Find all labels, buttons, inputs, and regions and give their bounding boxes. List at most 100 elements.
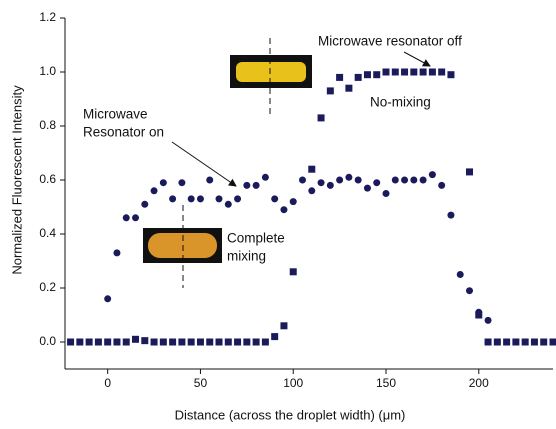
square-marker [159, 338, 167, 346]
square-marker [373, 71, 381, 79]
square-marker [76, 338, 84, 346]
circle-marker [132, 214, 140, 222]
circle-marker [382, 190, 390, 197]
square-marker [447, 71, 455, 79]
circle-marker [373, 179, 381, 187]
square-marker [94, 338, 102, 346]
x-axis-label: Distance (across the droplet width) (μm) [175, 407, 406, 422]
circle-marker [178, 179, 186, 187]
square-marker [521, 338, 529, 346]
square-marker [410, 68, 418, 76]
square-marker [475, 311, 483, 319]
annotation: No-mixing [370, 95, 431, 110]
circle-marker [345, 173, 353, 181]
circle-marker [169, 195, 177, 203]
circle-marker [447, 211, 455, 219]
circle-marker [391, 176, 399, 184]
annotation: Microwave [83, 107, 148, 122]
inset-droplet [236, 62, 306, 82]
square-marker [317, 114, 325, 122]
y-tick-label: 0.6 [39, 172, 56, 186]
circle-marker [354, 176, 362, 184]
square-marker [428, 68, 436, 76]
square-marker [289, 268, 297, 276]
circle-marker [466, 287, 474, 295]
square-marker [493, 338, 501, 346]
circle-marker [196, 195, 204, 203]
square-marker [141, 337, 149, 345]
x-tick-label: 100 [283, 376, 303, 390]
square-marker [261, 338, 269, 346]
circle-marker [299, 176, 307, 184]
annotation: Microwave resonator off [318, 34, 462, 49]
square-marker [345, 84, 353, 92]
square-marker [540, 338, 548, 346]
y-tick-label: 0.0 [39, 334, 56, 348]
circle-marker [363, 184, 371, 192]
circle-marker [187, 195, 195, 203]
square-marker [215, 338, 223, 346]
circle-marker [122, 214, 130, 222]
circle-marker [280, 206, 288, 214]
circle-marker [113, 249, 121, 257]
square-marker [252, 338, 260, 346]
circle-marker [261, 173, 269, 181]
circle-marker [206, 176, 214, 184]
circle-marker [159, 179, 167, 187]
arrow [403, 51, 431, 67]
square-marker [549, 338, 556, 346]
square-marker [178, 338, 186, 346]
square-marker [308, 165, 316, 173]
x-tick-label: 50 [194, 376, 208, 390]
arrow [171, 141, 237, 187]
y-tick-label: 0.4 [39, 226, 56, 240]
y-tick-label: 0.2 [39, 280, 56, 294]
square-marker [187, 338, 195, 346]
square-marker [113, 338, 121, 346]
x-tick-label: 150 [376, 376, 396, 390]
circle-marker [289, 198, 297, 206]
square-marker [150, 338, 158, 346]
circle-marker [308, 187, 316, 195]
circle-marker [141, 200, 149, 208]
y-tick-label: 1.2 [39, 10, 56, 24]
annotation: Complete [227, 231, 285, 246]
y-tick-label: 1.0 [39, 64, 56, 78]
circle-marker [428, 171, 436, 179]
square-marker [234, 338, 242, 346]
square-marker [243, 338, 251, 346]
square-marker [280, 322, 288, 330]
square-marker [271, 333, 279, 341]
square-marker [67, 338, 75, 346]
circle-marker [438, 181, 446, 189]
annotation: mixing [227, 249, 266, 264]
square-marker [85, 338, 93, 346]
circle-marker [456, 271, 464, 278]
x-tick-label: 200 [469, 376, 489, 390]
square-marker [224, 338, 232, 346]
circle-marker [104, 295, 112, 303]
square-marker [503, 338, 511, 346]
circle-marker [410, 176, 418, 184]
x-tick-label: 0 [104, 376, 111, 390]
square-marker [466, 168, 474, 176]
square-marker [512, 338, 520, 346]
circle-marker [326, 181, 334, 189]
square-marker [391, 68, 399, 76]
y-tick-label: 0.8 [39, 118, 56, 132]
square-marker [326, 87, 334, 95]
square-marker [401, 68, 409, 76]
square-marker [438, 68, 446, 76]
annotation: Resonator on [83, 125, 164, 140]
square-marker [206, 338, 214, 346]
square-marker [336, 73, 344, 81]
square-marker [354, 73, 362, 81]
square-marker [382, 68, 390, 76]
circle-marker [252, 181, 260, 189]
circle-marker [317, 179, 325, 187]
square-marker [363, 71, 371, 79]
square-marker [196, 338, 204, 346]
circle-marker [484, 316, 492, 324]
circle-marker [234, 195, 242, 203]
